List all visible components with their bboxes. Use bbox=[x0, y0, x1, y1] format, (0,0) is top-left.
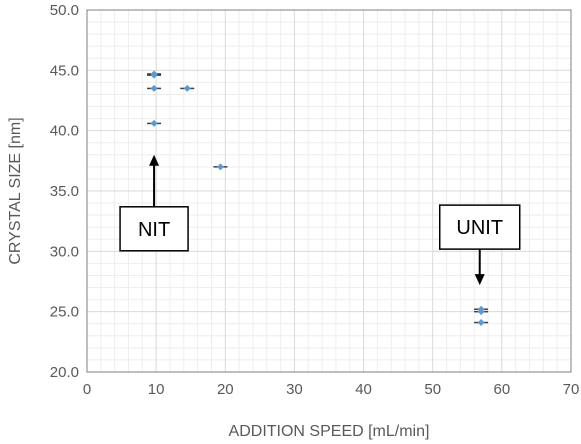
y-axis-title: CRYSTAL SIZE [nm] bbox=[7, 117, 24, 264]
major-grid bbox=[86, 9, 572, 373]
data-point bbox=[213, 163, 228, 171]
y-tick-label: 20.0 bbox=[50, 364, 79, 381]
y-tick-labels: 20.0 25.0 30.0 35.0 40.0 45.0 50.0 bbox=[50, 2, 79, 381]
point-marker bbox=[216, 163, 224, 171]
annotation-label: UNIT bbox=[456, 217, 503, 239]
x-tick-label: 60 bbox=[494, 381, 511, 398]
x-tick-label: 50 bbox=[424, 381, 441, 398]
data-points bbox=[147, 70, 489, 327]
annotations: NIT UNIT bbox=[119, 154, 521, 286]
data-point bbox=[474, 308, 489, 316]
x-tick-labels: 0 10 20 30 40 50 60 70 bbox=[83, 381, 580, 398]
annotation-nit: NIT bbox=[119, 154, 189, 252]
y-tick-label: 45.0 bbox=[50, 62, 79, 79]
y-tick-label: 35.0 bbox=[50, 183, 79, 200]
x-tick-label: 0 bbox=[83, 381, 91, 398]
point-marker bbox=[183, 84, 191, 92]
point-marker bbox=[150, 119, 158, 127]
point-marker bbox=[150, 84, 158, 92]
x-tick-label: 30 bbox=[286, 381, 303, 398]
y-tick-label: 30.0 bbox=[50, 243, 79, 260]
data-point bbox=[474, 319, 489, 327]
x-tick-label: 40 bbox=[355, 381, 372, 398]
point-marker bbox=[477, 308, 485, 316]
annotation-unit: UNIT bbox=[438, 204, 521, 286]
data-point bbox=[147, 84, 162, 92]
arrow-head-icon bbox=[149, 154, 160, 166]
plot-area-frame bbox=[86, 9, 572, 373]
x-axis-title: ADDITION SPEED [mL/min] bbox=[229, 423, 430, 440]
data-point bbox=[180, 84, 195, 92]
x-tick-label: 70 bbox=[563, 381, 580, 398]
annotation-label: NIT bbox=[138, 219, 170, 241]
x-tick-label: 20 bbox=[217, 381, 234, 398]
point-marker bbox=[150, 71, 158, 79]
data-point bbox=[147, 119, 162, 127]
annotation-box bbox=[438, 204, 521, 250]
annotation-box bbox=[119, 206, 189, 252]
data-point bbox=[147, 71, 162, 79]
y-tick-label: 50.0 bbox=[50, 2, 79, 19]
y-tick-label: 40.0 bbox=[50, 123, 79, 140]
y-tick-label: 25.0 bbox=[50, 304, 79, 321]
arrow-head-icon bbox=[474, 274, 485, 286]
x-tick-label: 10 bbox=[148, 381, 165, 398]
point-marker bbox=[477, 319, 485, 327]
